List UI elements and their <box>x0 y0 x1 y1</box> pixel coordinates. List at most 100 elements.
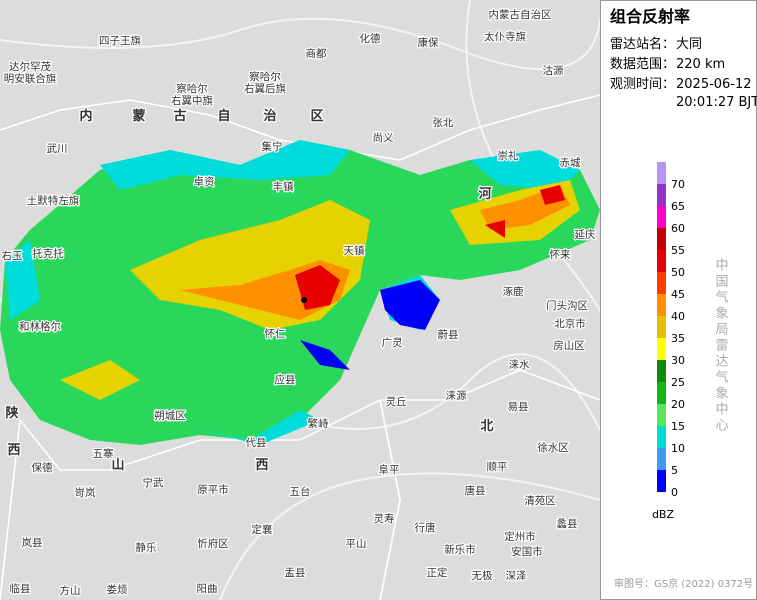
echo-red <box>295 185 565 310</box>
place-label: 内蒙古自治区 <box>489 8 552 21</box>
place-label: 沽源 <box>543 64 564 77</box>
place-label: 平山 <box>346 538 367 550</box>
place-label: 明安联合旗 <box>4 72 57 85</box>
place-label: 保德 <box>32 461 53 474</box>
colorbar-tick-label: 25 <box>671 376 685 389</box>
place-label: 张北 <box>433 117 454 129</box>
place-label: 蒙 <box>132 108 145 124</box>
colorbar-tick-label: 55 <box>671 244 685 257</box>
place-label: 忻府区 <box>197 537 229 550</box>
colorbar-bin <box>657 470 666 492</box>
place-label: 北 <box>480 419 493 434</box>
station: 大同 <box>676 37 702 52</box>
place-label: 涞源 <box>446 389 467 402</box>
place-label: 岚县 <box>22 537 43 549</box>
range: 220 km <box>676 57 725 72</box>
colorbar-bin <box>657 184 666 206</box>
echo-blue <box>300 280 440 370</box>
place-label: 阜平 <box>379 463 400 476</box>
place-label: 右玉 <box>2 249 23 262</box>
place-label: 卓资 <box>194 176 215 188</box>
colorbar-bin <box>657 294 666 316</box>
place-label: 阳曲 <box>197 583 218 595</box>
colorbar-tick-label: 65 <box>671 200 685 213</box>
place-label: 五寨 <box>93 447 114 460</box>
place-label: 无极 <box>472 569 493 582</box>
place-label: 怀仁 <box>265 328 286 340</box>
place-label: 尚义 <box>373 131 394 144</box>
place-label: 河 <box>478 186 491 202</box>
place-label: 朔城区 <box>154 409 186 422</box>
place-label: 蠡县 <box>557 517 578 530</box>
place-label: 方山 <box>60 584 81 597</box>
place-label: 顺平 <box>487 461 508 473</box>
place-label: 区 <box>310 109 323 124</box>
colorbar-bin <box>657 272 666 294</box>
place-label: 繁峙 <box>308 417 329 430</box>
colorbar-bin <box>657 162 666 184</box>
legend-unit: dBZ <box>652 508 675 521</box>
colorbar-tick-label: 70 <box>671 178 685 191</box>
place-label: 古 <box>173 108 186 124</box>
place-label: 宁武 <box>143 476 164 489</box>
place-label: 临县 <box>10 582 31 595</box>
radar-site <box>301 297 307 303</box>
colorbar-tick-label: 0 <box>671 486 678 499</box>
time-label: 观测时间： <box>610 77 675 92</box>
place-label: 四子王旗 <box>99 34 141 47</box>
colorbar-bin <box>657 404 666 426</box>
colorbar-tick-label: 35 <box>671 332 685 345</box>
colorbar-bin <box>657 316 666 338</box>
colorbar-bin <box>657 250 666 272</box>
colorbar-tick-label: 50 <box>671 266 685 279</box>
place-label: 涞水 <box>509 359 530 371</box>
place-label: 陕 <box>5 405 19 421</box>
place-label: 正定 <box>427 566 448 579</box>
panel-frame <box>600 0 757 600</box>
place-label: 行唐 <box>415 521 436 534</box>
place-label: 太仆寺旗 <box>484 30 526 43</box>
place-label: 房山区 <box>553 339 585 352</box>
place-label: 徐水区 <box>537 441 569 454</box>
place-label: 静乐 <box>136 541 157 554</box>
echo-orange <box>180 185 570 320</box>
place-label: 右翼后旗 <box>244 82 286 95</box>
approval: 审图号：GS京 (2022) 0372号 <box>614 577 753 590</box>
date: 2025-06-12 <box>676 77 752 92</box>
colorbar-tick-label: 40 <box>671 310 685 323</box>
colorbar-tick-label: 30 <box>671 354 685 367</box>
colorbar-bin <box>657 228 666 250</box>
panel-title: 组合反射率 <box>610 7 690 26</box>
station-label: 雷达站名： <box>610 36 675 52</box>
place-label: 蔚县 <box>438 329 459 341</box>
colorbar-tick-label: 20 <box>671 398 685 411</box>
place-label: 定襄 <box>252 523 273 536</box>
place-label: 怀来 <box>550 249 571 261</box>
place-label: 自 <box>217 108 230 124</box>
place-label: 灵丘 <box>386 396 407 408</box>
range-label: 数据范围： <box>610 57 675 72</box>
place-label: 崇礼 <box>498 149 519 162</box>
place-label: 盂县 <box>285 567 306 579</box>
place-label: 山 <box>111 457 124 473</box>
credit: 中国气象局雷达气象中心 <box>713 258 729 434</box>
place-label: 和林格尔 <box>19 320 61 333</box>
place-label: 唐县 <box>465 484 486 497</box>
place-label: 赤城 <box>560 157 581 169</box>
place-label: 广灵 <box>382 337 403 349</box>
place-label: 丰镇 <box>273 180 294 193</box>
place-label: 代县 <box>246 437 267 449</box>
place-label: 延庆 <box>575 228 596 241</box>
place-label: 安国市 <box>511 545 543 558</box>
place-label: 新乐市 <box>444 543 476 556</box>
place-label: 察哈尔 <box>176 82 208 95</box>
colorbar-bin <box>657 206 666 228</box>
place-label: 右翼中旗 <box>171 94 213 107</box>
info-panel: 组合反射率 雷达站名： 大同 数据范围： 220 km 观测时间： 2025-0… <box>600 0 757 600</box>
colorbar: 0 5 10 15 20 25 30 35 40 45 50 55 60 65 70 <box>657 162 685 499</box>
echo-cyan <box>5 140 580 445</box>
colorbar-bin <box>657 338 666 360</box>
place-label: 化德 <box>360 32 381 45</box>
